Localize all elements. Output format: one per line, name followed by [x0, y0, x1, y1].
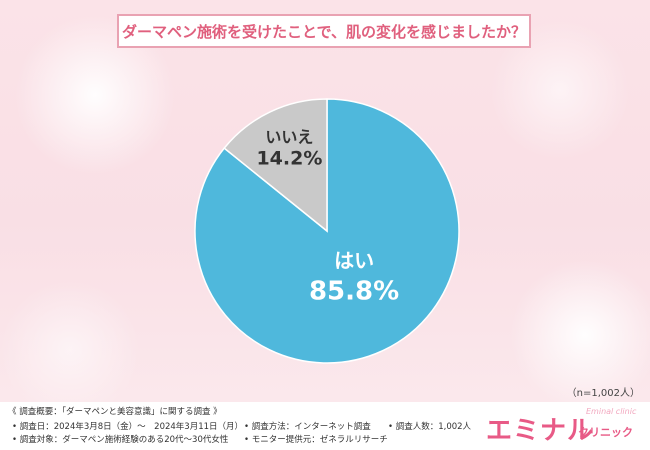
- slice-value-no: 14.2%: [256, 147, 322, 169]
- survey-method: • 調査方法：インターネット調査: [244, 422, 371, 432]
- logo-english: Eminal clinic: [586, 407, 637, 416]
- survey-overview: 《 調査概要：「ダーマペンと美容意識」に関する調査 》: [8, 407, 222, 417]
- survey-count: • 調査人数：1,002人: [388, 422, 472, 432]
- monitor-provider: • モニター提供元：ゼネラルリサーチ: [244, 435, 388, 445]
- slice-label-yes: はい: [334, 249, 374, 273]
- clinic-logo-sub: クリニック: [578, 426, 633, 439]
- slice-label-no: いいえ: [265, 127, 313, 146]
- sample-size-note: （n=1,002人）: [566, 388, 640, 399]
- slice-value-yes: 85.8%: [309, 277, 399, 307]
- clinic-logo: エミナル: [486, 416, 595, 446]
- survey-target: • 調査対象：ダーマペン施術経験のある20代～30代女性: [12, 435, 229, 445]
- pie-slice-no: [223, 98, 328, 233]
- footer: [0, 402, 650, 450]
- chart-title: ダーマペン施術を受けたことで、肌の変化を感じましたか？: [117, 14, 531, 48]
- survey-date: • 調査日：2024年3月8日（金）～ 2024年3月11日（月）: [12, 422, 244, 432]
- chart-title-text: ダーマペン施術を受けたことで、肌の変化を感じましたか？: [122, 22, 526, 41]
